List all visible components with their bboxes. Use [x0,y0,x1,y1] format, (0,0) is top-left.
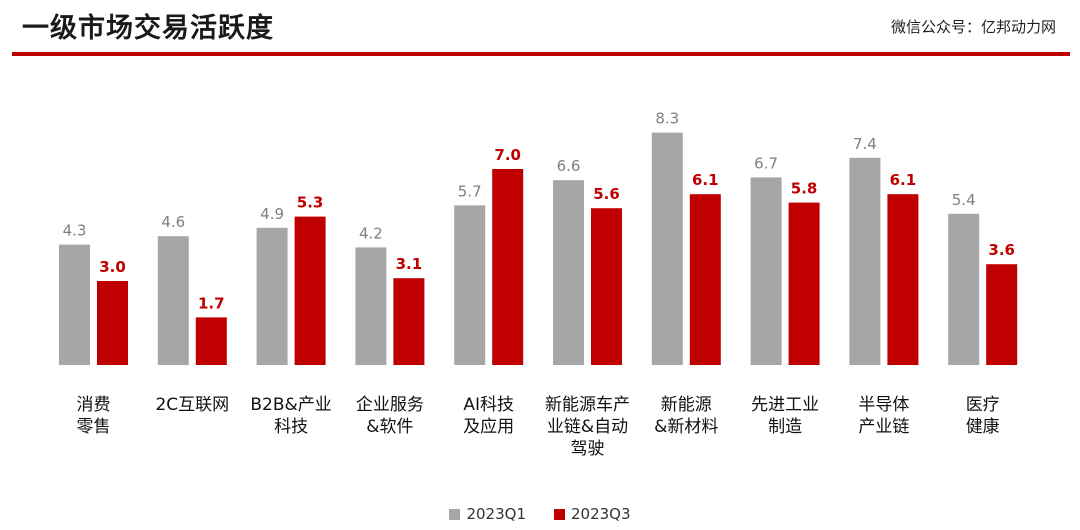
bar-2023Q3-2 [294,216,326,365]
data-label-2023Q1-6: 8.3 [655,110,679,128]
page-title: 一级市场交易活跃度 [22,13,274,44]
data-label-2023Q3-2: 5.3 [297,194,324,212]
bar-2023Q3-1 [195,317,227,365]
data-label-2023Q3-1: 1.7 [198,294,225,312]
legend-item-q3: 2023Q3 [554,505,631,523]
data-label-2023Q3-6: 6.1 [692,171,719,189]
bar-2023Q1-4 [454,205,486,365]
bar-2023Q3-9 [986,264,1018,365]
bar-2023Q1-2 [256,227,288,365]
category-label: B2B&产业 科技 [250,395,332,437]
bar-2023Q3-5 [591,208,622,365]
bar-2023Q1-0 [59,244,90,365]
data-label-2023Q3-4: 7.0 [494,146,521,164]
bar-2023Q3-3 [393,278,425,365]
data-label-2023Q3-7: 5.8 [791,180,818,198]
bar-2023Q3-7 [788,202,820,365]
bar-2023Q1-1 [157,236,189,365]
category-label: 先进工业 制造 [751,395,820,437]
category-label: 消费 零售 [76,395,111,437]
data-label-2023Q1-0: 4.3 [63,222,87,240]
bar-2023Q3-4 [492,169,524,365]
bar-2023Q3-0 [97,281,128,365]
chart-legend: 2023Q1 2023Q3 [0,505,1080,523]
category-label: 企业服务 &软件 [355,395,424,437]
legend-label-q1: 2023Q1 [466,505,526,523]
data-label-2023Q3-5: 5.6 [593,185,620,203]
title-divider [12,52,1070,56]
bar-2023Q1-8 [849,157,881,365]
bar-2023Q1-7 [750,177,782,365]
category-label: 半导体 产业链 [858,395,910,437]
data-label-2023Q3-3: 3.1 [396,255,423,273]
data-label-2023Q1-7: 6.7 [754,154,778,172]
legend-swatch-q3 [554,508,565,520]
bar-2023Q3-6 [689,194,721,365]
data-label-2023Q1-9: 5.4 [952,191,976,209]
watermark-text: 微信公众号：亿邦动力网 [890,18,1056,36]
bar-2023Q3-8 [887,194,919,365]
category-label: 新能源车产 业链&自动 驾驶 [545,395,630,459]
category-label: 新能源 &新材料 [654,395,719,437]
data-label-2023Q1-1: 4.6 [161,213,185,231]
data-label-2023Q1-3: 4.2 [359,224,383,242]
data-label-2023Q3-0: 3.0 [99,258,126,276]
data-label-2023Q1-5: 6.6 [557,157,581,175]
category-label: AI科技 及应用 [463,395,515,437]
data-label-2023Q1-4: 5.7 [458,182,482,200]
data-label-2023Q3-9: 3.6 [988,241,1015,259]
legend-swatch-q1 [449,508,461,520]
bar-2023Q1-9 [948,213,980,365]
data-label-2023Q1-8: 7.4 [853,135,877,153]
bar-2023Q1-5 [553,180,584,365]
bar-2023Q1-6 [651,132,683,365]
legend-item-q1: 2023Q1 [449,505,526,523]
data-label-2023Q3-8: 6.1 [890,171,917,189]
data-label-2023Q1-2: 4.9 [260,205,284,223]
category-label: 医疗 健康 [965,395,1000,437]
bar-2023Q1-3 [355,247,387,365]
category-label: 2C互联网 [155,395,230,415]
legend-label-q3: 2023Q3 [571,505,631,523]
